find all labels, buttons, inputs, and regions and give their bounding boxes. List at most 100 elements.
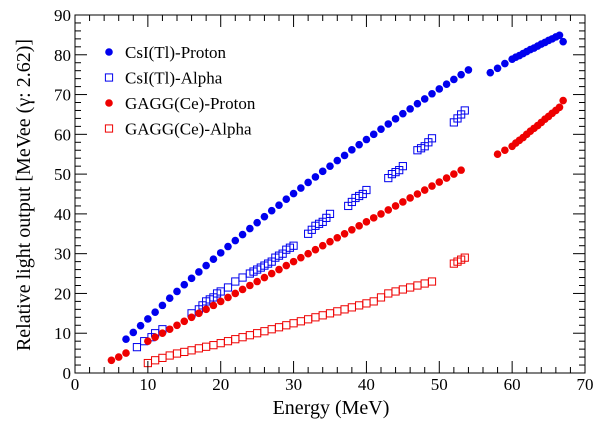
data-point	[180, 281, 188, 289]
data-point	[312, 314, 319, 321]
data-point	[159, 329, 167, 337]
data-point	[333, 157, 341, 165]
data-point	[363, 300, 370, 307]
y-tick-label: 60	[54, 125, 71, 144]
data-point	[355, 222, 363, 230]
data-point	[333, 234, 341, 242]
data-point	[406, 194, 414, 202]
data-point	[246, 282, 254, 290]
data-point	[290, 190, 298, 198]
x-tick-label: 40	[358, 375, 375, 394]
data-point	[166, 352, 173, 359]
data-point	[181, 348, 188, 355]
series-1	[133, 107, 468, 351]
data-point	[231, 237, 239, 245]
x-tick-label: 30	[285, 375, 302, 394]
data-point	[384, 120, 392, 128]
data-point	[268, 326, 275, 333]
data-point	[414, 190, 422, 198]
data-point	[173, 288, 181, 296]
data-point	[253, 219, 261, 227]
data-point	[341, 230, 349, 238]
data-point	[355, 141, 363, 149]
data-point	[392, 115, 400, 123]
data-point	[108, 356, 116, 364]
data-point	[341, 152, 349, 160]
data-point	[180, 317, 188, 325]
data-point	[399, 198, 407, 206]
data-point	[450, 170, 458, 178]
data-point	[348, 304, 355, 311]
legend-label: GAGG(Ce)-Proton	[125, 94, 256, 113]
data-point	[137, 322, 145, 330]
data-point	[129, 329, 137, 337]
data-point	[363, 136, 371, 144]
data-point	[348, 226, 356, 234]
data-point	[384, 206, 392, 214]
data-point	[261, 328, 268, 335]
x-tick-label: 50	[431, 375, 448, 394]
data-point	[173, 321, 181, 329]
data-point	[392, 202, 400, 210]
y-tick-label: 0	[63, 364, 72, 383]
data-point	[486, 69, 494, 77]
y-tick-label: 80	[54, 46, 71, 65]
data-point	[133, 344, 140, 351]
data-point	[239, 231, 247, 239]
data-point	[501, 146, 509, 154]
data-point	[556, 31, 564, 39]
data-point	[370, 298, 377, 305]
data-point	[370, 214, 378, 222]
data-point	[231, 290, 239, 298]
data-point	[494, 150, 502, 158]
data-point	[428, 90, 436, 98]
data-point	[494, 65, 502, 73]
y-tick-label: 90	[54, 6, 71, 25]
data-point	[275, 201, 283, 209]
data-point	[217, 340, 224, 347]
data-point	[559, 97, 567, 105]
data-point	[385, 290, 392, 297]
y-tick-label: 20	[54, 284, 71, 303]
legend-marker	[105, 125, 112, 132]
data-point	[319, 312, 326, 319]
y-tick-label: 70	[54, 86, 71, 105]
data-point	[144, 315, 152, 323]
data-point	[232, 278, 239, 285]
data-point	[559, 38, 567, 46]
data-point	[290, 258, 298, 266]
data-point	[399, 110, 407, 118]
y-tick-label: 40	[54, 205, 71, 224]
data-point	[173, 350, 180, 357]
data-point	[421, 186, 429, 194]
series-3	[144, 254, 468, 367]
data-point	[501, 60, 509, 68]
data-point	[457, 166, 465, 174]
data-point	[275, 266, 283, 274]
data-point	[370, 131, 378, 139]
data-point	[312, 173, 320, 181]
data-point	[414, 282, 421, 289]
data-point	[326, 162, 334, 170]
data-point	[239, 286, 247, 294]
data-point	[261, 213, 269, 221]
data-point	[457, 71, 465, 79]
data-point	[556, 103, 564, 111]
data-point	[122, 335, 130, 343]
data-point	[283, 322, 290, 329]
data-point	[224, 243, 232, 251]
data-point	[195, 268, 203, 276]
data-point	[326, 238, 334, 246]
data-point	[166, 325, 174, 333]
data-point	[414, 100, 422, 108]
data-point	[239, 334, 246, 341]
legend: CsI(Tl)-ProtonCsI(Tl)-AlphaGAGG(Ce)-Prot…	[105, 43, 256, 139]
data-point	[224, 294, 232, 302]
data-point	[195, 345, 202, 352]
data-point	[348, 146, 356, 154]
data-point	[428, 278, 435, 285]
data-point	[203, 343, 210, 350]
data-point	[159, 354, 166, 361]
data-point	[363, 218, 371, 226]
